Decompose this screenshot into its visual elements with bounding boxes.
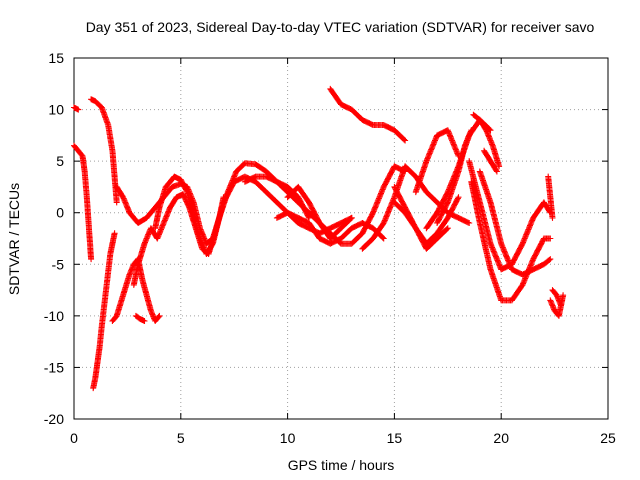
plot-frame [73,57,609,420]
series-arc-24 [476,168,554,278]
y-tick-label: 0 [56,205,64,221]
series-arc-15 [359,163,473,252]
series-markers [434,127,475,226]
series-markers [327,85,409,144]
x-axis-label: GPS time / hours [288,457,395,473]
series-markers [71,142,95,263]
series-arc-2 [71,142,95,263]
axis-ticks [73,57,609,420]
series-arc-17 [391,183,451,252]
series-markers [549,287,564,309]
series-arc-1 [71,104,82,113]
data-series [71,85,567,392]
y-tick-label: -15 [44,359,64,375]
series-markers [359,163,473,252]
y-tick-label: -5 [52,256,65,272]
series-arc-4 [88,96,120,206]
y-tick-label: -10 [44,308,64,324]
x-tick-label: 5 [177,430,185,446]
y-tick-label: 15 [48,50,64,66]
series-markers [481,147,500,175]
y-axis-label: SDTVAR / TECUs [6,183,22,295]
x-tick-label: 10 [280,430,296,446]
series-arc-9 [135,256,163,324]
chart-title: Day 351 of 2023, Sidereal Day-to-day VTE… [86,19,595,35]
series-arc-28 [549,287,564,309]
series-markers [132,312,148,324]
series-arc-5 [109,256,142,324]
series-arc-20 [434,127,475,226]
y-tick-label: -20 [44,411,64,427]
x-tick-label: 0 [70,430,78,446]
x-tick-labels: 0 5 10 15 20 25 [70,430,616,446]
y-tick-label: 5 [56,153,64,169]
series-markers [391,183,451,252]
x-tick-label: 15 [387,430,403,446]
series-arc-26 [545,173,556,221]
series-arc-3 [90,230,118,392]
y-tick-labels: 15 10 5 0 -5 -10 -15 -20 [44,50,64,427]
series-markers [470,111,503,170]
series-arc-12 [284,183,355,242]
series-markers [71,104,82,113]
series-markers [90,230,118,392]
series-arc-21 [470,111,503,170]
grid-lines [74,58,608,419]
series-arc-14 [327,85,409,144]
x-tick-label: 20 [493,430,509,446]
series-arc-13 [273,209,387,247]
series-markers [466,158,554,273]
series-markers [412,127,462,196]
series-arc-22 [466,158,554,273]
series-markers [109,256,142,324]
series-markers [135,256,163,324]
series-markers [88,96,120,206]
y-tick-label: 10 [48,102,64,118]
series-markers [284,183,355,242]
series-arc-25 [481,147,500,175]
series-arc-10 [132,312,148,324]
series-markers [476,168,554,278]
x-tick-label: 25 [600,430,616,446]
series-arc-18 [412,127,462,196]
series-markers [273,209,387,247]
series-markers [545,173,556,221]
